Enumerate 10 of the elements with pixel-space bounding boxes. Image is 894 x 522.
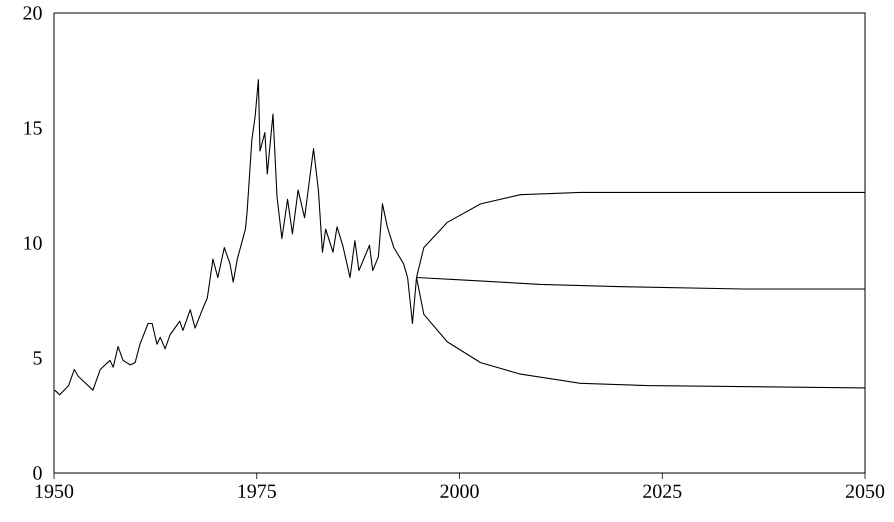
y-tick-label: 20 (23, 6, 42, 20)
y-tick-label: 0 (33, 466, 42, 480)
x-tick-label: 1950 (36, 484, 74, 498)
y-tick-label: 5 (34, 351, 42, 365)
y-tick-label: 15 (24, 121, 42, 135)
x-tick-label: 2050 (846, 484, 884, 498)
x-tick-label: 1975 (238, 484, 276, 498)
y-tick-label: 10 (24, 236, 42, 250)
x-tick-label: 2025 (643, 484, 682, 498)
x-tick-label: 2000 (440, 484, 479, 498)
